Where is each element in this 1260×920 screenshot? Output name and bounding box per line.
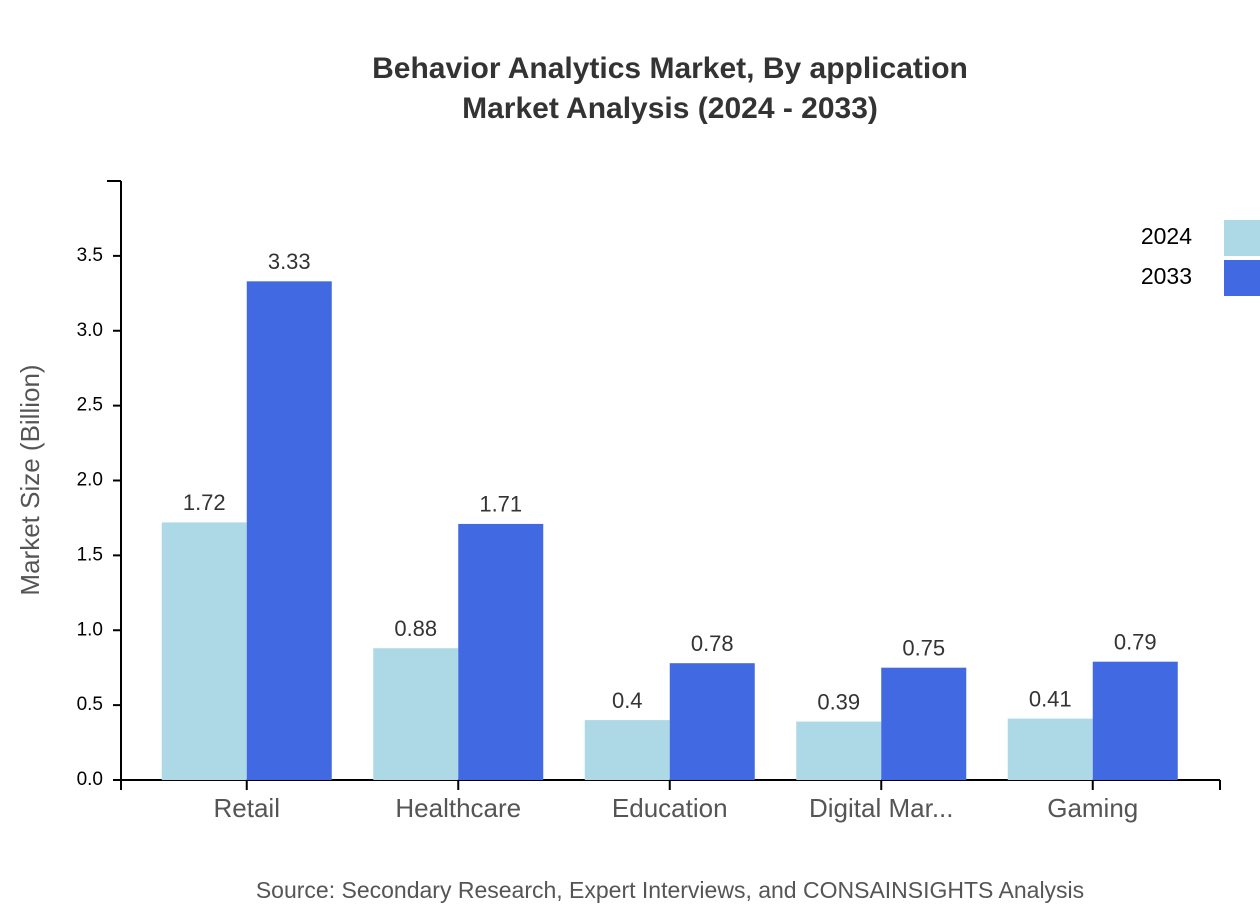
value-label: 0.4 (612, 688, 643, 713)
x-tick-label: Retail (214, 793, 280, 823)
bar (1007, 718, 1093, 780)
x-tick-label: Healthcare (395, 793, 521, 823)
x-tick-label: Education (612, 793, 728, 823)
bar (246, 281, 332, 780)
value-label: 1.71 (479, 492, 522, 517)
value-label: 0.88 (394, 616, 437, 641)
source-note: Source: Secondary Research, Expert Inter… (256, 877, 1084, 903)
y-tick-label: 1.5 (77, 544, 103, 565)
bar (669, 663, 755, 780)
value-label: 0.39 (817, 689, 860, 714)
value-label: 0.78 (691, 631, 734, 656)
legend-swatch (1224, 260, 1260, 296)
bar (161, 522, 247, 780)
x-tick-label: Digital Mar... (809, 793, 954, 823)
legend-label: 2024 (1141, 223, 1192, 249)
y-tick-label: 1.0 (77, 619, 103, 640)
legend-label: 2033 (1141, 263, 1192, 289)
y-tick-label: 2.0 (77, 470, 103, 491)
value-label: 3.33 (268, 249, 311, 274)
bar (584, 720, 670, 780)
y-tick-label: 0.0 (77, 769, 103, 790)
value-label: 1.72 (183, 490, 226, 515)
chart-subtitle: Market Analysis (2024 - 2033) (462, 92, 878, 125)
y-axis-label: Market Size (Billion) (15, 364, 45, 595)
y-tick-label: 3.0 (77, 320, 103, 341)
y-tick-label: 0.5 (77, 694, 103, 715)
bar (458, 523, 544, 780)
bar (1092, 661, 1178, 780)
x-tick-label: Gaming (1047, 793, 1138, 823)
y-tick-label: 2.5 (77, 395, 103, 416)
chart-title: Behavior Analytics Market, By applicatio… (372, 52, 968, 85)
bar (796, 721, 882, 780)
value-label: 0.79 (1114, 630, 1157, 655)
value-label: 0.75 (902, 636, 945, 661)
bar (881, 667, 967, 780)
y-tick-label: 3.5 (77, 245, 103, 266)
bar (373, 648, 459, 780)
value-label: 0.41 (1029, 686, 1072, 711)
legend-swatch (1224, 220, 1260, 256)
